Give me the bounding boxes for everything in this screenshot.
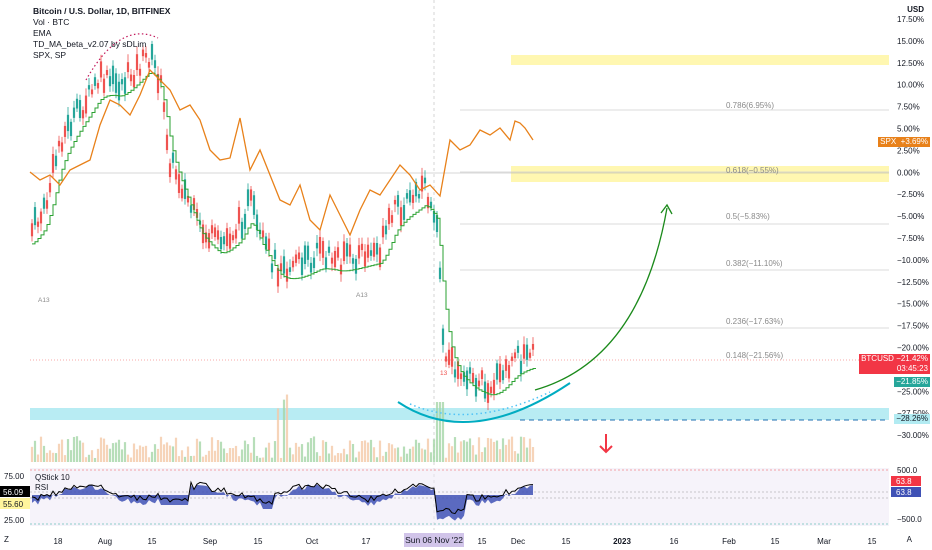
x-tick-label: Feb bbox=[722, 537, 736, 546]
bearish-arrow-icon bbox=[599, 434, 613, 454]
y-tick-label: 2.50% bbox=[897, 146, 920, 155]
bullish-arrow bbox=[534, 207, 668, 391]
x-tick-label: 15 bbox=[148, 537, 157, 546]
x-tick-label: Sep bbox=[203, 537, 218, 546]
td-count-a13-2: A13 bbox=[356, 292, 368, 299]
x-tick-label: 18 bbox=[54, 537, 63, 546]
legend-symbol-title[interactable]: Bitcoin / U.S. Dollar, 1D, BITFINEX bbox=[33, 6, 171, 16]
timezone-icon[interactable]: Z bbox=[4, 535, 9, 544]
auto-scale-button[interactable]: A bbox=[906, 535, 912, 544]
y-tick-label: −17.50% bbox=[897, 322, 929, 331]
y-tick-label: 7.50% bbox=[897, 103, 920, 112]
fib-lines bbox=[460, 109, 889, 329]
x-axis[interactable]: 18Aug15Sep15Oct17Nov15Dec15202316Feb15Ma… bbox=[54, 537, 877, 546]
y-tick-label: −30.00% bbox=[897, 431, 929, 440]
x-tick-label: 16 bbox=[670, 537, 679, 546]
sub-left-tick-75: 75.00 bbox=[4, 472, 25, 481]
fib-labels: 0.786(6.95%) 0.618(−0.55%) 0.5(−5.83%) 0… bbox=[726, 101, 783, 360]
legend-volume[interactable]: Vol · BTC bbox=[33, 17, 70, 27]
fib-zone-lower bbox=[511, 166, 889, 182]
legend-qstick-value: 10 bbox=[60, 473, 70, 482]
spx-line bbox=[29, 68, 534, 237]
x-tick-label: Aug bbox=[98, 537, 112, 546]
y-tick-label: 15.00% bbox=[897, 37, 924, 46]
ema-line bbox=[32, 72, 536, 396]
ema-price-tag: −21.85% bbox=[894, 377, 930, 387]
price-candles bbox=[30, 40, 535, 411]
legend-td-ma[interactable]: TD_MA_beta_v2.07 by sDLim bbox=[33, 39, 147, 49]
y-tick-label: −15.00% bbox=[897, 300, 929, 309]
indicator-legend[interactable]: QStick 10 RSI bbox=[35, 473, 70, 493]
sub-left-tick-5560: 55.60 bbox=[3, 500, 24, 509]
x-tick-label: 15 bbox=[771, 537, 780, 546]
btc-tag-timer: 03:45:23 bbox=[896, 364, 928, 373]
y-tick-label: −20.00% bbox=[897, 344, 929, 353]
y-tick-label: −2.50% bbox=[897, 190, 924, 199]
fib-zone-upper bbox=[511, 55, 889, 65]
fib-label-0236: 0.236(−17.63%) bbox=[726, 317, 783, 326]
bullish-arrow-head bbox=[660, 203, 673, 215]
spx-tag-value: +3.69% bbox=[900, 137, 928, 146]
btc-tag-value: −21.42% bbox=[896, 354, 928, 363]
chart-legend[interactable]: Bitcoin / U.S. Dollar, 1D, BITFINEX Vol … bbox=[33, 6, 170, 61]
fib-label-0148: 0.148(−21.56%) bbox=[726, 351, 783, 360]
x-tick-label: 15 bbox=[868, 537, 877, 546]
dotted-arc-top bbox=[85, 33, 159, 81]
y-tick-label: 17.50% bbox=[897, 15, 924, 24]
td-count-13: 13 bbox=[440, 370, 448, 377]
btc-price-tag: BTCUSD −21.42% 03:45:23 bbox=[859, 354, 930, 374]
btc-tag-name: BTCUSD bbox=[861, 354, 894, 363]
x-tick-label: 15 bbox=[562, 537, 571, 546]
fib-label-0618: 0.618(−0.55%) bbox=[726, 166, 779, 175]
fib-label-0382: 0.382(−11.10%) bbox=[726, 259, 783, 268]
y-tick-label: 12.50% bbox=[897, 59, 924, 68]
x-tick-label: 15 bbox=[254, 537, 263, 546]
spx-price-tag: SPX +3.69% bbox=[878, 137, 930, 147]
y-tick-label: 0.00% bbox=[897, 168, 920, 177]
y-tick-label: 10.00% bbox=[897, 81, 924, 90]
x-tick-label: 17 bbox=[362, 537, 371, 546]
fib-label-0786: 0.786(6.95%) bbox=[726, 101, 774, 110]
sub-left-tick-25: 25.00 bbox=[4, 516, 25, 525]
y-tick-label: 5.00% bbox=[897, 125, 920, 134]
legend-rsi[interactable]: RSI bbox=[35, 483, 49, 492]
x-tick-label: Dec bbox=[511, 537, 525, 546]
cursor-date-label: Sun 06 Nov '22 bbox=[404, 533, 464, 547]
sub-right-tick-neg500: −500.0 bbox=[897, 515, 922, 524]
currency-label[interactable]: USD bbox=[907, 5, 924, 14]
legend-spx[interactable]: SPX, SP bbox=[33, 50, 67, 60]
y-tick-label: −12.50% bbox=[897, 278, 929, 287]
x-tick-label: 2023 bbox=[613, 537, 631, 546]
y-axis[interactable]: 17.50% 15.00% 12.50% 10.00% 7.50% 5.00% 2.50% 0… bbox=[897, 15, 929, 440]
sub-right-tick-500: 500.0 bbox=[897, 466, 918, 475]
y-tick-label: −10.00% bbox=[897, 256, 929, 265]
sub-left-tick-5609: 56.09 bbox=[3, 488, 24, 497]
y-tick-label: −25.00% bbox=[897, 387, 929, 396]
x-tick-label: 15 bbox=[478, 537, 487, 546]
fib-label-05: 0.5(−5.83%) bbox=[726, 212, 770, 221]
sub-right-tick-638b: 63.8 bbox=[896, 488, 912, 497]
support-price-tag: −28.26% bbox=[894, 414, 930, 424]
sub-right-tick-638a: 63.8 bbox=[896, 477, 912, 486]
y-tick-label: −5.00% bbox=[897, 212, 924, 221]
x-tick-label: Oct bbox=[306, 537, 319, 546]
indicator-panel[interactable] bbox=[30, 468, 889, 526]
y-tick-label: −27.50% bbox=[897, 409, 929, 418]
spx-tag-name: SPX bbox=[880, 137, 897, 146]
x-tick-label: Mar bbox=[817, 537, 831, 546]
legend-ema[interactable]: EMA bbox=[33, 28, 52, 38]
y-tick-label: −7.50% bbox=[897, 234, 924, 243]
td-count-a13-1: A13 bbox=[38, 297, 50, 304]
volume-bars bbox=[30, 394, 535, 462]
legend-qstick[interactable]: QStick bbox=[35, 473, 59, 482]
bowl-arc bbox=[397, 382, 571, 424]
